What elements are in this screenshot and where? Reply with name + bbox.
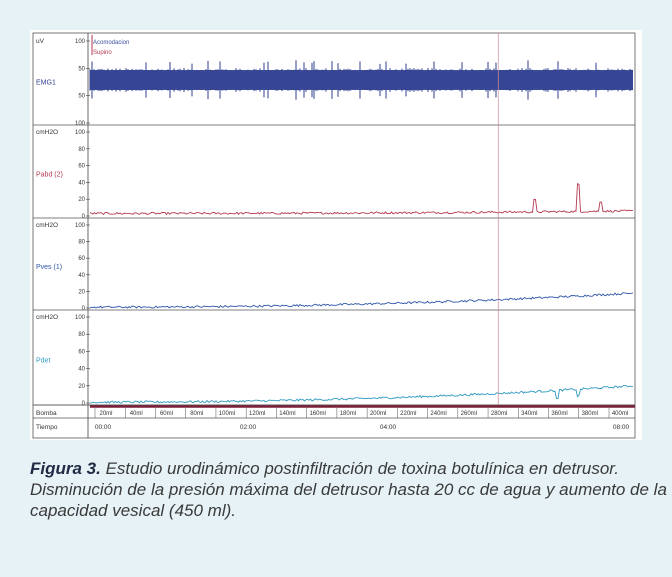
annotation-supino: Supino: [93, 50, 112, 56]
volume-label: 20ml: [99, 411, 112, 417]
y-tick-label: 80: [78, 147, 85, 153]
channel-name: EMG1: [36, 80, 56, 87]
y-tick-label: 0: [82, 401, 86, 407]
y-tick-label: 20: [78, 289, 85, 295]
y-tick-label: 40: [78, 273, 85, 279]
volume-label: 40ml: [130, 411, 143, 417]
volume-label: 80ml: [190, 411, 203, 417]
y-tick-label: 40: [78, 180, 85, 186]
volume-label: 200ml: [370, 411, 386, 417]
volume-label: 340ml: [521, 411, 537, 417]
y-tick-label: 0: [82, 214, 86, 220]
annotation-acomodacion: Acomodacion: [93, 40, 129, 46]
panel-unit-label: cmH2O: [36, 314, 58, 321]
y-tick-label: 60: [78, 349, 85, 355]
y-tick-label: 20: [78, 197, 85, 203]
y-tick-label: 100: [75, 315, 86, 321]
volume-label: 60ml: [160, 411, 173, 417]
figure-caption: Figura 3. Estudio urodinámico postinfilt…: [30, 458, 670, 521]
y-tick-label: 50: [78, 94, 85, 100]
volume-label: 100ml: [219, 411, 235, 417]
channel-name: Pdet: [36, 358, 50, 365]
time-label: 00:00: [95, 424, 112, 431]
volume-label: 180ml: [340, 411, 356, 417]
y-tick-label: 100: [75, 130, 86, 136]
volume-label: 140ml: [279, 411, 295, 417]
volume-label: 160ml: [309, 411, 325, 417]
pressure-trace-3: [89, 384, 634, 404]
panel-unit-label: cmH2O: [36, 129, 58, 136]
y-tick-label: 0: [82, 306, 86, 312]
y-tick-label: 40: [78, 367, 85, 373]
volume-label: 400ml: [612, 411, 628, 417]
volume-label: 240ml: [430, 411, 446, 417]
y-tick-label: 60: [78, 164, 85, 170]
volume-label: 260ml: [461, 411, 477, 417]
chart-frame: [32, 32, 636, 439]
caption-text: Estudio urodinámico postinfiltración de …: [30, 459, 667, 520]
volume-label: 360ml: [551, 411, 567, 417]
figure-label: Figura 3.: [30, 459, 101, 478]
panel-unit-label: uV: [36, 38, 45, 45]
bomba-label: Bomba: [36, 410, 57, 417]
time-label: 02:00: [240, 424, 257, 431]
y-tick-label: 100: [75, 39, 86, 45]
volume-label: 380ml: [582, 411, 598, 417]
y-tick-label: 80: [78, 332, 85, 338]
y-tick-label: 50: [78, 66, 85, 72]
panel-unit-label: cmH2O: [36, 222, 58, 229]
volume-label: 280ml: [491, 411, 507, 417]
figure-image: uV 100 50 50 100 EMG1 cmH2O 100 80 60 40 20 0 Pabd (2…: [30, 30, 642, 440]
emg-trace: [89, 60, 633, 100]
y-tick-label: 100: [75, 121, 86, 127]
channel-name: Pves (1): [36, 264, 62, 271]
pressure-trace-1: [89, 183, 633, 216]
y-tick-label: 60: [78, 256, 85, 262]
y-tick-label: 20: [78, 384, 85, 390]
volume-label: 220ml: [400, 411, 416, 417]
time-label: 08:00: [613, 424, 630, 431]
y-tick-label: 100: [75, 223, 86, 229]
urodynamic-chart: uV 100 50 50 100 EMG1 cmH2O 100 80 60 40 20 0 Pabd (2…: [32, 32, 636, 439]
y-tick-label: 80: [78, 240, 85, 246]
channel-name: Pabd (2): [36, 172, 63, 179]
volume-label: 120ml: [249, 411, 265, 417]
tiempo-label: Tiempo: [36, 424, 58, 431]
time-label: 04:00: [380, 424, 397, 431]
pressure-trace-2: [89, 292, 634, 309]
